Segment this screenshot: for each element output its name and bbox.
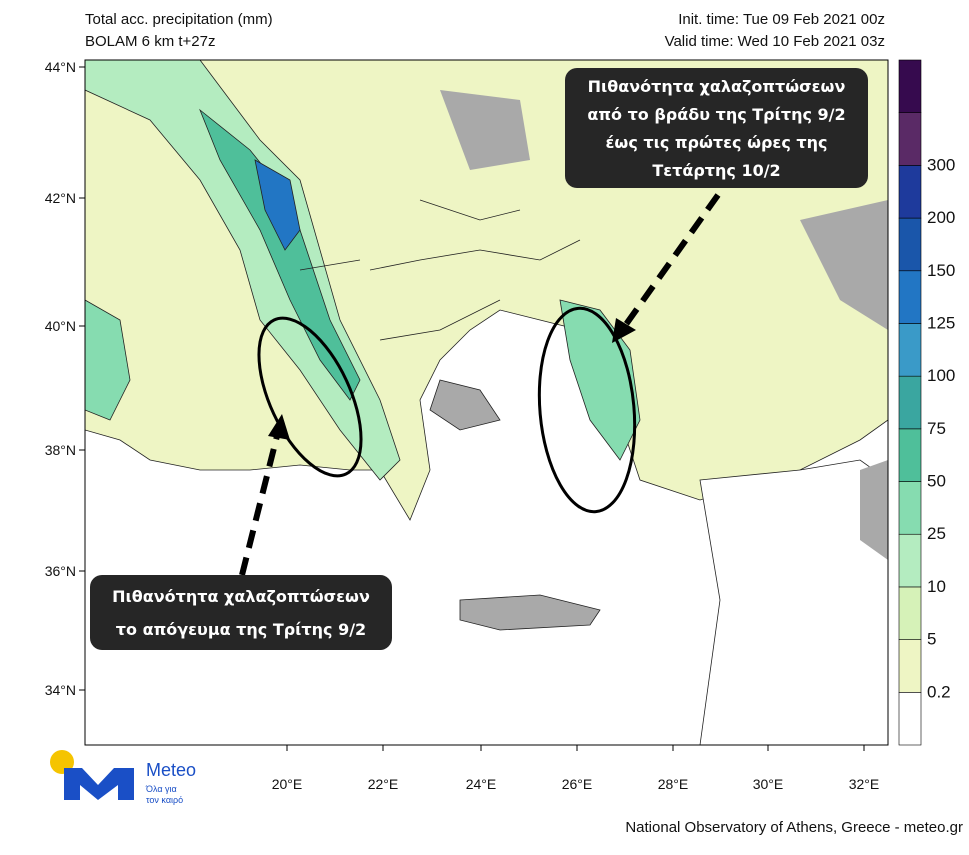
colorbar-label: 100 [927,366,955,385]
logo-tagline: τον καιρό [146,795,183,805]
colorbar-label: 200 [927,208,955,227]
annotation-text: Πιθανότητα χαλαζοπτώσεων [588,77,846,96]
annotation-box: Πιθανότητα χαλαζοπτώσεων το απόγευμα της … [90,575,392,650]
lat-tick-label: 42°N [45,190,76,206]
colorbar-swatch [898,59,922,113]
annotation-text: από το βράδυ της Τρίτης 9/2 [587,105,845,124]
lat-tick-label: 38°N [45,442,76,458]
annotation-text: έως τις πρώτες ώρες της [606,133,828,152]
lon-tick-label: 28°E [658,776,689,792]
lon-tick-label: 22°E [368,776,399,792]
colorbar-label: 150 [927,261,955,280]
colorbar-swatch [898,533,922,588]
colorbar-label: 300 [927,155,955,174]
lat-tick-label: 36°N [45,563,76,579]
highlight-ellipse [257,316,363,478]
annotation-box: Πιθανότητα χαλαζοπτώσεων από το βράδυ της… [565,68,868,188]
colorbar-swatch [898,270,922,324]
colorbar-label: 75 [927,419,946,438]
colorbar-swatch [898,217,922,272]
colorbar-swatch [898,692,922,746]
arrow-head [268,414,290,440]
map-title: Total acc. precipitation (mm) [85,11,273,28]
lon-tick-label: 26°E [562,776,593,792]
highlight-ellipse [537,306,637,514]
colorbar-label: 0.2 [927,682,951,701]
annotation-text: το απόγευμα της Τρίτης 9/2 [116,620,366,639]
init-time: Init. time: Tue 09 Feb 2021 00z [678,11,885,28]
colorbar-swatch [898,639,922,693]
colorbar-swatch [898,165,922,219]
colorbar-label: 5 [927,630,936,649]
arrow-head [612,318,636,343]
colorbar-label: 25 [927,524,946,543]
lon-tick-label: 30°E [753,776,784,792]
colorbar-swatch [898,586,922,640]
colorbar-label: 125 [927,313,955,332]
lon-tick-label: 20°E [272,776,303,792]
colorbar-label: 50 [927,472,946,491]
valid-time: Valid time: Wed 10 Feb 2021 03z [665,33,885,50]
arrow [239,431,281,576]
lat-tick-label: 34°N [45,682,76,698]
colorbar-swatch [898,428,922,482]
logo-name: Meteo [146,760,196,780]
logo: Meteo Όλα για τον καιρό [50,750,196,805]
lat-tick-label: 44°N [45,59,76,75]
colorbar-swatch [898,481,922,535]
annotation-text: Τετάρτης 10/2 [652,161,780,180]
colorbar-label: 10 [927,577,946,596]
colorbar-swatch [898,112,922,166]
footer: National Observatory of Athens, Greece -… [625,819,963,836]
colorbar: 0.2 5 10 25 50 75 100 125 150 200 300 [898,59,955,746]
lon-tick-label: 24°E [466,776,497,792]
axes: 44°N 42°N 40°N 38°N 36°N 34°N 20°E 22°E 24°E 26°E… [45,59,880,792]
annotation-text: Πιθανότητα χαλαζοπτώσεων [112,587,370,606]
map-subtitle: BOLAM 6 km t+27z [85,33,215,50]
lat-tick-label: 40°N [45,318,76,334]
lon-tick-label: 32°E [849,776,880,792]
logo-tagline: Όλα για [145,784,177,794]
colorbar-swatch [898,323,922,377]
colorbar-swatch [898,375,922,430]
